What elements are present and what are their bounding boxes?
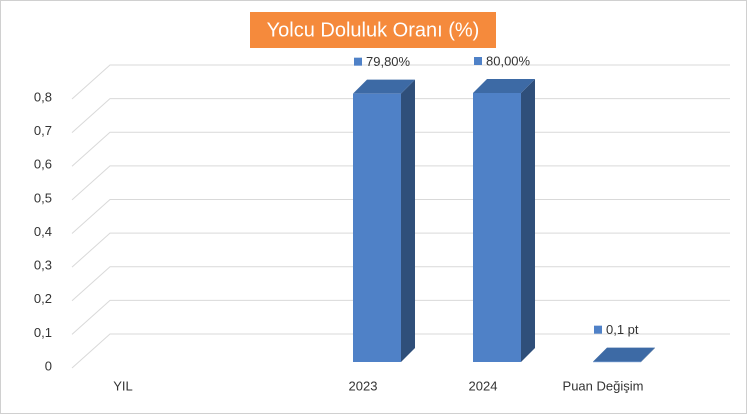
value-label: 79,80% bbox=[366, 54, 411, 69]
label-key bbox=[594, 325, 602, 334]
bar-top bbox=[593, 347, 655, 362]
bar-side bbox=[641, 347, 655, 362]
y-tick-label: 0,4 bbox=[34, 224, 52, 239]
y-tick-label: 0,6 bbox=[34, 157, 52, 172]
bar-side bbox=[401, 79, 415, 363]
chart-title: Yolcu Doluluk Oranı (%) bbox=[267, 19, 480, 41]
value-label: 80,00% bbox=[486, 53, 531, 68]
bar-top bbox=[353, 79, 415, 94]
y-tick-label: 0,2 bbox=[34, 291, 52, 306]
title-box bbox=[250, 12, 496, 48]
bar-side bbox=[521, 79, 535, 362]
x-tick-label: YIL bbox=[113, 378, 133, 393]
label-key bbox=[474, 57, 482, 65]
x-tick-label: Puan Değişim bbox=[563, 378, 644, 393]
y-tick-label: 0 bbox=[45, 358, 52, 373]
bar-top bbox=[473, 79, 535, 93]
y-tick-label: 0,1 bbox=[34, 325, 52, 340]
bar bbox=[593, 361, 641, 363]
label-key bbox=[354, 57, 362, 66]
y-tick-label: 0,7 bbox=[34, 123, 52, 138]
bar bbox=[353, 93, 401, 363]
y-tick-label: 0,8 bbox=[34, 89, 52, 104]
x-tick-label: 2023 bbox=[349, 378, 378, 393]
y-tick-label: 0,5 bbox=[34, 190, 52, 205]
y-tick-label: 0,3 bbox=[34, 258, 52, 273]
grid-line bbox=[71, 64, 730, 100]
value-label: 0,1 pt bbox=[606, 322, 639, 337]
x-tick-label: 2024 bbox=[469, 378, 498, 393]
bar bbox=[473, 93, 521, 362]
